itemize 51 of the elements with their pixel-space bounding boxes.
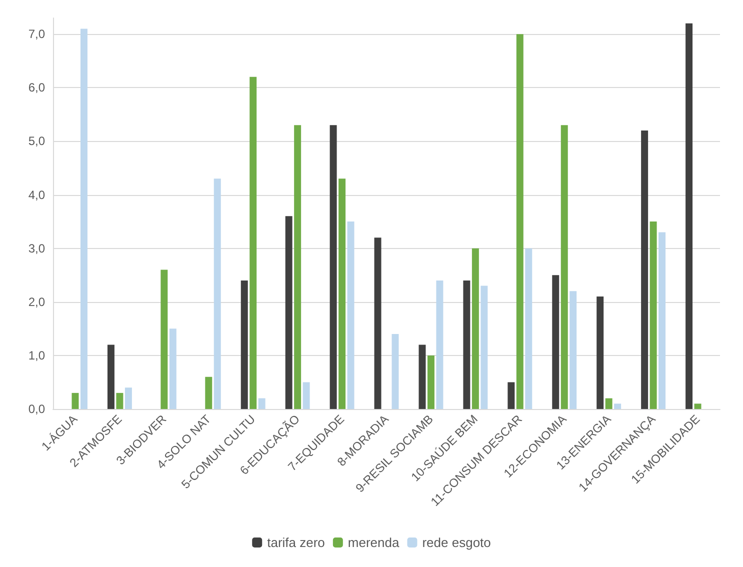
y-tick-label: 5,0: [28, 134, 46, 148]
bar: [205, 376, 212, 409]
bar: [107, 344, 114, 409]
bar: [294, 125, 302, 409]
bar: [605, 398, 612, 409]
bar: [694, 404, 702, 409]
bar: [214, 178, 221, 409]
y-tick-label: 0,0: [28, 402, 46, 416]
bar: [472, 248, 479, 409]
legend-label: merenda: [348, 535, 400, 550]
bar: [614, 404, 622, 409]
bar: [641, 130, 648, 409]
bar: [116, 392, 124, 409]
bar: [658, 232, 666, 409]
bar: [508, 382, 515, 409]
bar: [240, 280, 248, 409]
y-tick-label: 4,0: [28, 188, 46, 202]
bar: [330, 125, 337, 409]
y-tick-label: 1,0: [28, 348, 46, 362]
y-tick-label: 2,0: [28, 294, 46, 309]
bar: [436, 280, 444, 409]
bar: [285, 216, 292, 409]
bar: [480, 286, 488, 409]
bar: [392, 334, 399, 409]
bar: [374, 238, 382, 409]
bar: [427, 355, 434, 409]
bar: [560, 125, 568, 409]
bar: [418, 344, 426, 409]
bar: [258, 398, 266, 409]
bar: [72, 392, 79, 409]
bar: [169, 328, 176, 409]
bar: [338, 178, 346, 409]
bar: [250, 76, 257, 409]
bar: [80, 28, 88, 409]
y-tick-label: 6,0: [28, 80, 46, 95]
bar: [686, 23, 693, 409]
bar: [347, 222, 354, 409]
bar: [525, 248, 532, 409]
y-tick-label: 7,0: [28, 27, 46, 42]
legend-label: rede esgoto: [422, 535, 491, 550]
bar: [650, 222, 657, 409]
bar: [570, 291, 577, 409]
bar: [302, 382, 310, 409]
y-tick-label: 3,0: [28, 241, 46, 256]
bar: [552, 275, 560, 409]
bar: [596, 296, 604, 409]
legend-label: tarifa zero: [267, 535, 325, 550]
bar: [516, 34, 524, 409]
bar: [160, 270, 168, 409]
bar: [463, 280, 470, 409]
bar: [124, 388, 132, 409]
